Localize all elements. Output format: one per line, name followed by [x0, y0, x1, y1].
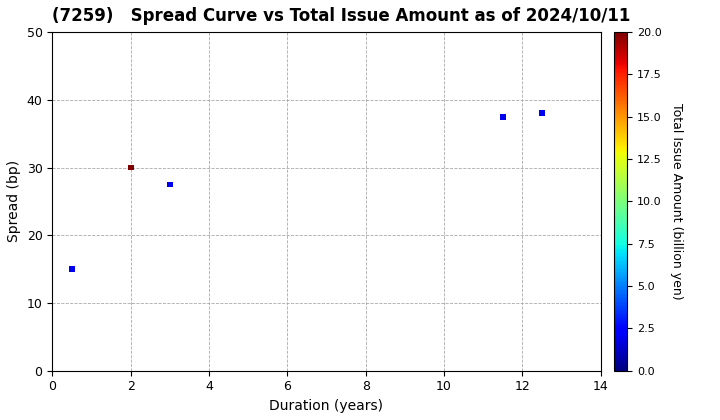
Y-axis label: Spread (bp): Spread (bp): [7, 160, 21, 242]
Point: [164, 181, 176, 188]
Point: [497, 113, 508, 120]
X-axis label: Duration (years): Duration (years): [269, 399, 384, 413]
Text: (7259)   Spread Curve vs Total Issue Amount as of 2024/10/11: (7259) Spread Curve vs Total Issue Amoun…: [53, 7, 631, 25]
Point: [536, 110, 548, 117]
Y-axis label: Total Issue Amount (billion yen): Total Issue Amount (billion yen): [670, 103, 683, 300]
Point: [66, 266, 78, 273]
Point: [125, 164, 136, 171]
